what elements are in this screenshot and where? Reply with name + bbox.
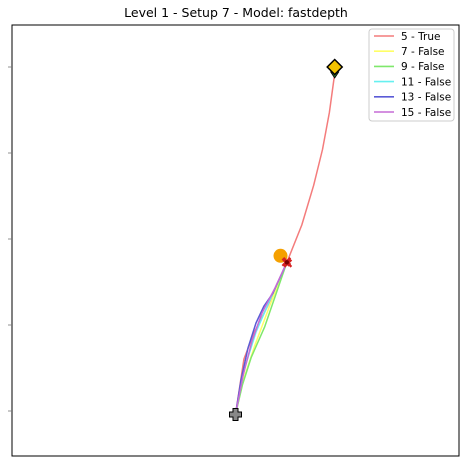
legend-label-2: 9 - False [401,61,445,73]
chart-title: Level 1 - Setup 7 - Model: fastdepth [124,5,348,20]
legend-items: 5 - True 7 - False 9 - False 11 - False 13 -… [374,31,451,119]
series-line-2 [234,261,288,416]
legend: 5 - True 7 - False 9 - False 11 - False 13 -… [368,28,455,122]
start-marker [229,408,242,421]
legend-label-0: 5 - True [401,31,440,43]
legend-label-5: 15 - False [401,107,451,119]
goal-marker [326,58,344,76]
legend-label-1: 7 - False [401,46,445,58]
red-point-marker [281,257,293,268]
series-line-5 [234,261,288,416]
y-tick-marks [8,66,12,412]
markers [229,58,344,421]
series-lines [234,72,336,416]
legend-label-4: 13 - False [401,92,451,104]
legend-label-3: 11 - False [401,76,451,88]
